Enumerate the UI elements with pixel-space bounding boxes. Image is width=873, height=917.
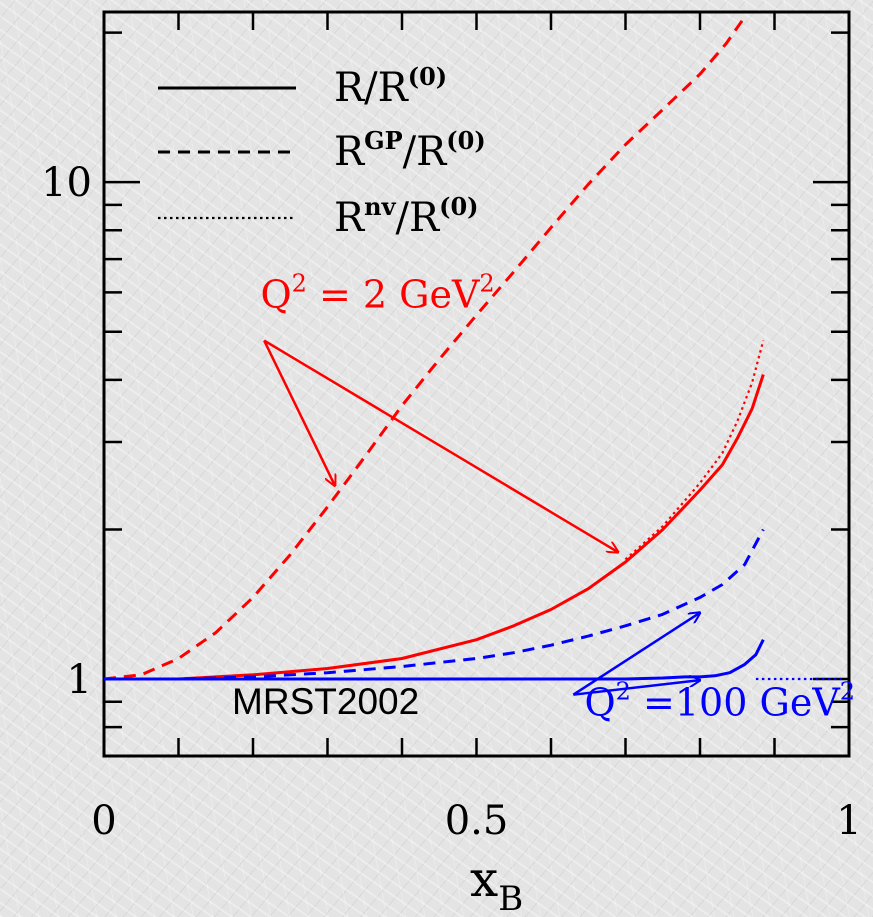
annotation-arrow-q2-100-0 (572, 613, 700, 696)
series-q2_2-dashed (103, 16, 746, 681)
legend-label-dashed: RGP/R(0) (334, 126, 486, 175)
x-axis-label: xB (470, 850, 523, 917)
annotation-q2-2: Q2 = 2 GeV2 (260, 269, 494, 316)
axes: 0 0.5 1 1 10 xB (41, 10, 862, 917)
annotations: Q2 = 2 GeV2 Q2 =100 GeV2 MRST2002 (232, 269, 855, 724)
x-tick-label: 0.5 (445, 798, 509, 844)
legend-label-dotted: Rnv/R(0) (334, 192, 479, 241)
annotation-arrow-q2-100-1 (573, 680, 700, 696)
legend: R/R(0) RGP/R(0) Rnv/R(0) (158, 62, 486, 241)
y-tick-label: 1 (67, 657, 92, 703)
annotation-arrow-q2-2-0 (263, 339, 335, 486)
series-layer (103, 16, 842, 681)
annotation-q2-100: Q2 =100 GeV2 (585, 677, 856, 724)
series-q2_100-dashed (104, 528, 765, 681)
y-tick-label: 10 (41, 160, 92, 206)
annotation-mrst: MRST2002 (232, 681, 419, 722)
annotation-arrow-q2-2-1 (263, 339, 618, 553)
series-q2_2-dotted (624, 340, 765, 561)
x-tick-label: 0 (91, 798, 116, 844)
series-q2_100-solid (104, 639, 765, 681)
plot-frame (102, 10, 851, 758)
legend-label-solid: R/R(0) (334, 62, 447, 111)
x-tick-label: 1 (836, 798, 861, 844)
series-q2_2-solid (104, 374, 765, 681)
